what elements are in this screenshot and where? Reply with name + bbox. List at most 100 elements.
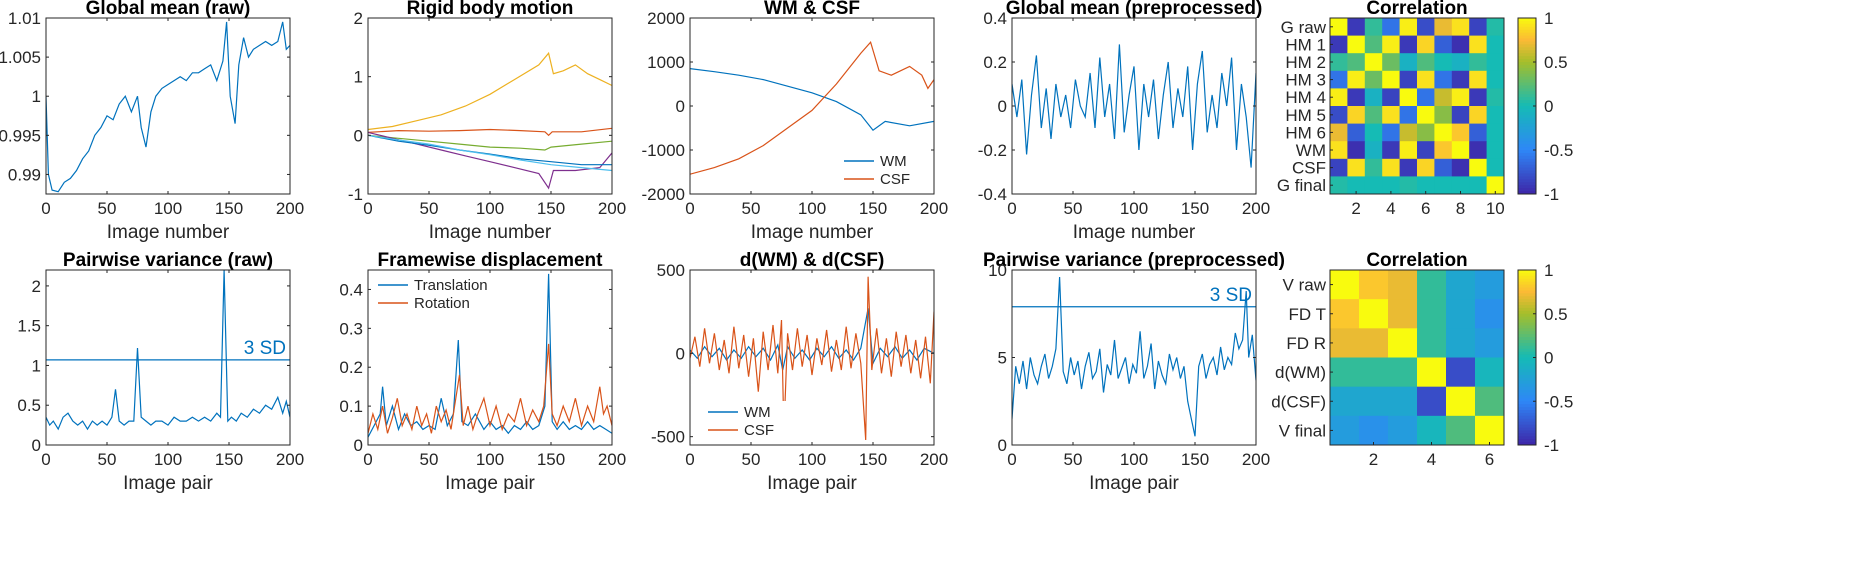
heatmap-cell [1359, 415, 1389, 446]
heatmap-cell [1469, 158, 1487, 177]
heatmap-cell [1451, 158, 1470, 177]
heatmap-cell [1347, 106, 1366, 124]
heatmap-cell [1399, 18, 1418, 36]
row-label: V raw [1283, 276, 1327, 295]
heatmap-cell [1486, 18, 1505, 36]
heatmap-cell [1475, 357, 1505, 388]
y-tick-label: 0 [354, 436, 363, 455]
heatmap-cell [1417, 106, 1435, 124]
y-tick-label: -1 [348, 185, 363, 204]
x-tick-label: 4 [1427, 450, 1436, 469]
heatmap-cell [1382, 35, 1400, 54]
y-tick-label: 2000 [647, 9, 685, 28]
heatmap-cell [1451, 70, 1470, 89]
heatmap-cell [1417, 357, 1447, 388]
row-label: FD T [1289, 305, 1326, 324]
heatmap-cell [1417, 270, 1447, 300]
heatmap-cell [1388, 299, 1418, 329]
heatmap-cell [1446, 328, 1476, 358]
x-tick-label: 150 [537, 450, 565, 469]
x-tick-label: 4 [1386, 199, 1395, 218]
heatmap-cell [1475, 328, 1505, 358]
heatmap-cell [1399, 106, 1418, 124]
colorbar-tick-label: 1 [1544, 9, 1553, 28]
heatmap-cell [1446, 299, 1476, 329]
x-axis-label: Image number [1073, 222, 1196, 243]
y-tick-label: 5 [998, 349, 1007, 368]
colorbar-tick-label: -1 [1544, 436, 1559, 455]
heatmap-cell [1330, 415, 1360, 446]
x-tick-label: 2 [1351, 199, 1360, 218]
series-line-2 [368, 127, 612, 137]
panel-8: d(WM) & d(CSF)0 50 100 150 200-5000500Image … [651, 250, 948, 494]
heatmap-cell [1330, 357, 1360, 388]
heatmap-cell [1417, 299, 1447, 329]
x-tick-label: 6 [1421, 199, 1430, 218]
y-tick-label: -0.2 [978, 141, 1007, 160]
heatmap-cell [1446, 357, 1476, 388]
x-tick-label: 0 [1007, 450, 1016, 469]
heatmap-cell [1417, 53, 1435, 72]
x-tick-label: 150 [1181, 450, 1209, 469]
panel-4: Global mean (preprocessed) 0 50 100 150 200 -0… [978, 0, 1270, 243]
y-tick-label: 0.4 [339, 280, 363, 299]
heatmap-cell [1330, 123, 1348, 142]
heatmap-cell [1475, 415, 1505, 446]
chart-title: d(WM) & d(CSF) [740, 250, 885, 271]
heatmap-cell [1469, 35, 1487, 54]
heatmap-cell [1417, 123, 1435, 142]
x-tick-label: 200 [920, 199, 948, 218]
x-tick-label: 50 [98, 450, 117, 469]
heatmap-cell [1330, 18, 1348, 36]
heatmap-cell [1417, 176, 1435, 195]
chart-title: Rigid body motion [407, 0, 574, 19]
y-tick-label: 0 [676, 344, 685, 363]
x-tick-label: 50 [420, 199, 439, 218]
heatmap-cell [1382, 70, 1400, 89]
heatmap-cell [1451, 123, 1470, 142]
y-tick-label: -500 [651, 428, 685, 447]
x-tick-label: 50 [742, 199, 761, 218]
x-axis-label: Image number [107, 222, 230, 243]
y-tick-label: 1.5 [17, 317, 41, 336]
x-tick-label: 100 [154, 199, 182, 218]
chart-title: Framewise displacement [378, 250, 604, 271]
threshold-label: 3 SD [1210, 285, 1252, 306]
heatmap-cell [1364, 53, 1383, 72]
chart-title: Pairwise variance (raw) [63, 250, 273, 271]
heatmap-cell [1330, 328, 1360, 358]
heatmap-cell [1382, 106, 1400, 124]
heatmap-cell [1399, 35, 1418, 54]
y-tick-label: 0.99 [8, 165, 41, 184]
series-line-1 [46, 21, 290, 193]
heatmap-cell [1330, 106, 1348, 124]
heatmap-cell [1388, 328, 1418, 358]
heatmap-cell [1364, 176, 1383, 195]
x-axis-label: Image pair [1089, 473, 1179, 494]
colorbar: 1 0.5 0 -0.5 -1 [1517, 9, 1573, 204]
heatmap-cell [1434, 158, 1453, 177]
heatmap-cell [1475, 270, 1505, 300]
x-tick-label: 2 [1369, 450, 1378, 469]
heatmap-cell [1330, 299, 1360, 329]
x-tick-label: 50 [742, 450, 761, 469]
series-line-3 [368, 134, 612, 151]
heatmap-cell [1417, 158, 1435, 177]
heatmap-cell [1330, 158, 1348, 177]
heatmap-cell [1451, 35, 1470, 54]
x-tick-label: 0 [685, 450, 694, 469]
heatmap-cell [1330, 176, 1348, 195]
heatmap-cell [1388, 386, 1418, 417]
heatmap-cell [1347, 88, 1366, 107]
x-tick-label: 200 [276, 450, 304, 469]
y-tick-label: 1.005 [0, 48, 41, 67]
colorbar-tick-label: 0.5 [1544, 305, 1568, 324]
x-tick-label: 100 [798, 450, 826, 469]
y-tick-label: -2000 [642, 185, 685, 204]
y-tick-label: 1.01 [8, 9, 41, 28]
row-label: HM 1 [1285, 35, 1326, 54]
heatmap-cell [1388, 357, 1418, 388]
x-tick-label: 150 [215, 450, 243, 469]
y-tick-label: 0 [32, 436, 41, 455]
